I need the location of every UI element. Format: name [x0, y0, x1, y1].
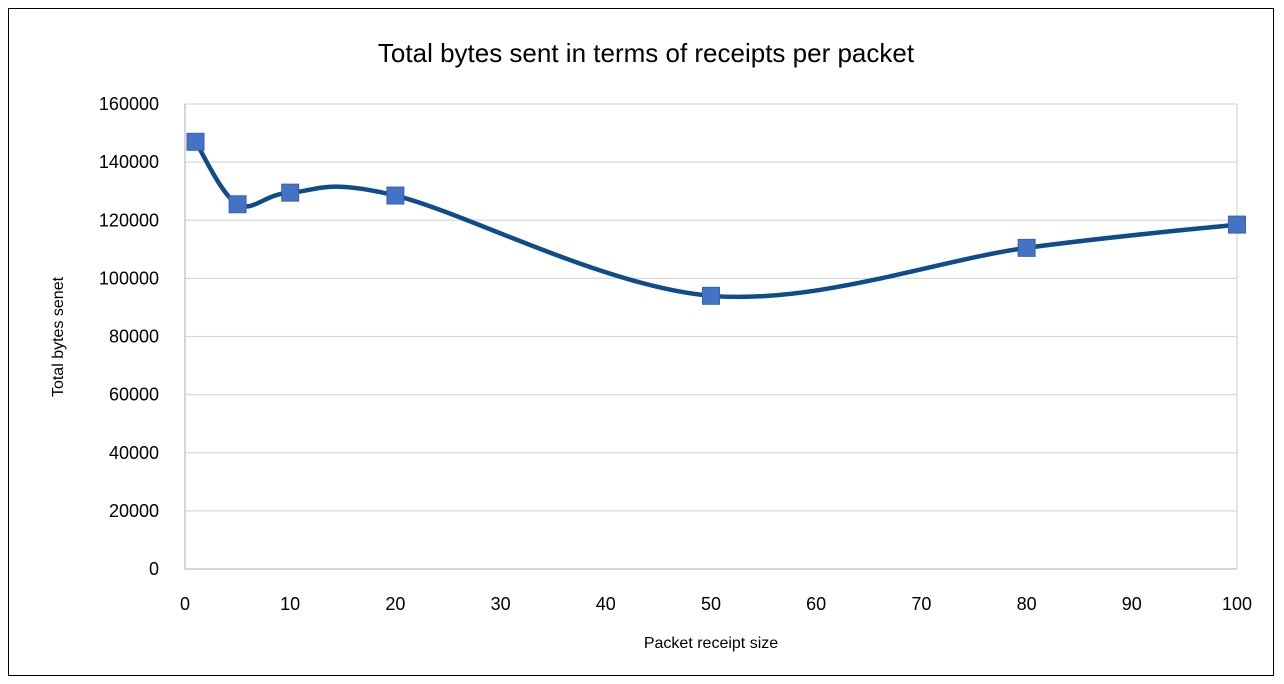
- y-tick-label: 60000: [109, 385, 159, 405]
- x-tick-label: 10: [280, 594, 300, 614]
- x-tick-label: 80: [1017, 594, 1037, 614]
- data-point-marker: [281, 183, 300, 202]
- x-tick-label: 50: [701, 594, 721, 614]
- data-point-marker: [702, 286, 720, 305]
- x-tick-label: 40: [596, 594, 616, 614]
- x-tick-label: 20: [385, 594, 405, 614]
- x-tick-labels: 0 10 20 30 40 50 60 70 80 90 100: [180, 594, 1252, 614]
- data-point-marker: [1228, 215, 1246, 234]
- data-point-marker: [228, 195, 247, 214]
- x-tick-label: 100: [1222, 594, 1252, 614]
- x-tick-label: 30: [491, 594, 511, 614]
- data-point-marker: [1017, 238, 1036, 257]
- y-tick-label: 80000: [109, 327, 159, 347]
- data-point-marker: [186, 132, 205, 151]
- chart-title: Total bytes sent in terms of receipts pe…: [378, 38, 915, 68]
- x-tick-label: 70: [911, 594, 931, 614]
- axes: [184, 104, 1238, 570]
- gridlines: [185, 103, 1237, 512]
- data-markers: [186, 132, 1246, 305]
- y-tick-label: 120000: [99, 210, 159, 230]
- data-point-marker: [386, 186, 405, 205]
- x-tick-label: 0: [180, 594, 190, 614]
- y-tick-label: 100000: [99, 268, 159, 288]
- y-tick-label: 40000: [109, 443, 159, 463]
- x-tick-label: 90: [1122, 594, 1142, 614]
- y-tick-label: 160000: [99, 94, 159, 114]
- y-tick-label: 20000: [109, 501, 159, 521]
- y-tick-labels: 0 20000 40000 60000 80000 100000 120000 140000 1…: [99, 94, 159, 579]
- series-line-layer: [193, 139, 1240, 300]
- chart-frame: [8, 8, 1274, 676]
- y-tick-label: 140000: [99, 152, 159, 172]
- x-axis-title: Packet receipt size: [644, 635, 778, 652]
- series-line: [193, 139, 1240, 300]
- x-tick-label: 60: [806, 594, 826, 614]
- y-tick-label: 0: [149, 559, 159, 579]
- y-axis-title: Total bytes senet: [50, 276, 67, 397]
